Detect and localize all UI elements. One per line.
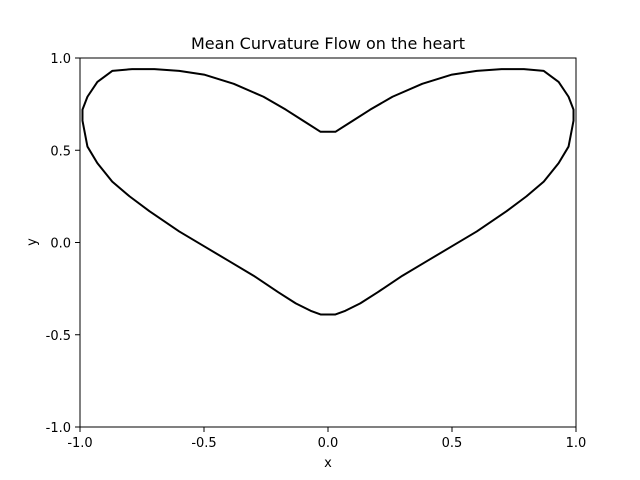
y-tick-label: 1.0 (50, 52, 71, 67)
y-axis: -1.0 -0.5 0.0 0.5 1.0 (46, 52, 80, 436)
x-tick-label: 1.0 (566, 436, 587, 451)
x-axis-label: x (324, 456, 332, 471)
x-tick-label: 0.5 (442, 436, 463, 451)
y-tick-label: -1.0 (46, 421, 71, 436)
y-tick-label: 0.5 (50, 144, 71, 159)
x-tick-label: 0.0 (318, 436, 339, 451)
x-tick-label: -1.0 (67, 436, 92, 451)
y-axis-label: y (25, 238, 40, 246)
series-line-0 (81, 68, 575, 316)
x-axis: -1.0 -0.5 0.0 0.5 1.0 (67, 427, 586, 451)
y-tick-label: -0.5 (46, 329, 71, 344)
x-tick-label: -0.5 (191, 436, 216, 451)
y-tick-label: 0.0 (50, 237, 71, 252)
chart-title: Mean Curvature Flow on the heart (191, 34, 465, 53)
